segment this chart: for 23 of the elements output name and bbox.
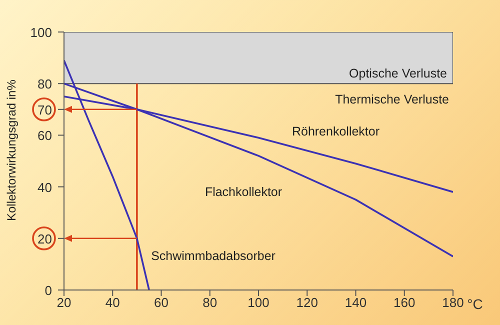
x-tick-label: 40 [105,295,120,310]
series-label: Flachkollektor [204,184,282,199]
series-label: Schwimmbadabsorber [151,249,276,263]
y-tick-label: 60 [38,128,52,144]
y-tick-label: 20 [38,231,52,246]
y-tick-label: 70 [38,102,52,118]
annotation: Thermische Verluste [335,92,450,107]
x-tick-label: 160 [394,295,416,310]
x-axis-title: °C [467,296,483,312]
x-tick-label: 20 [56,295,72,310]
x-tick-label: 140 [344,295,367,310]
y-tick-label: 40 [38,180,52,195]
series-label: Röhrenkollektor [292,124,380,139]
y-tick-label: 100 [30,25,52,40]
y-tick-label: 0 [44,283,52,298]
x-tick-label: 120 [296,295,318,310]
x-tick-label: 100 [248,295,270,310]
x-tick-label: 80 [202,295,218,310]
x-tick-label: 180 [442,295,464,310]
x-tick-label: 60 [154,295,168,310]
y-axis-title: Kollektorwirkungsgrad in% [4,79,18,221]
y-tick-label: 80 [38,76,52,92]
band-label: Optische Verluste [349,66,448,81]
